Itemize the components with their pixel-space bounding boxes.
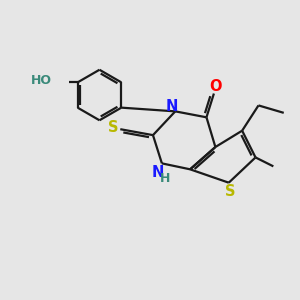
Text: N: N [151, 165, 164, 180]
Text: N: N [166, 98, 178, 113]
Text: S: S [225, 184, 236, 199]
Text: S: S [108, 120, 118, 135]
Text: O: O [209, 80, 222, 94]
Text: HO: HO [31, 74, 52, 87]
Text: H: H [160, 172, 171, 185]
